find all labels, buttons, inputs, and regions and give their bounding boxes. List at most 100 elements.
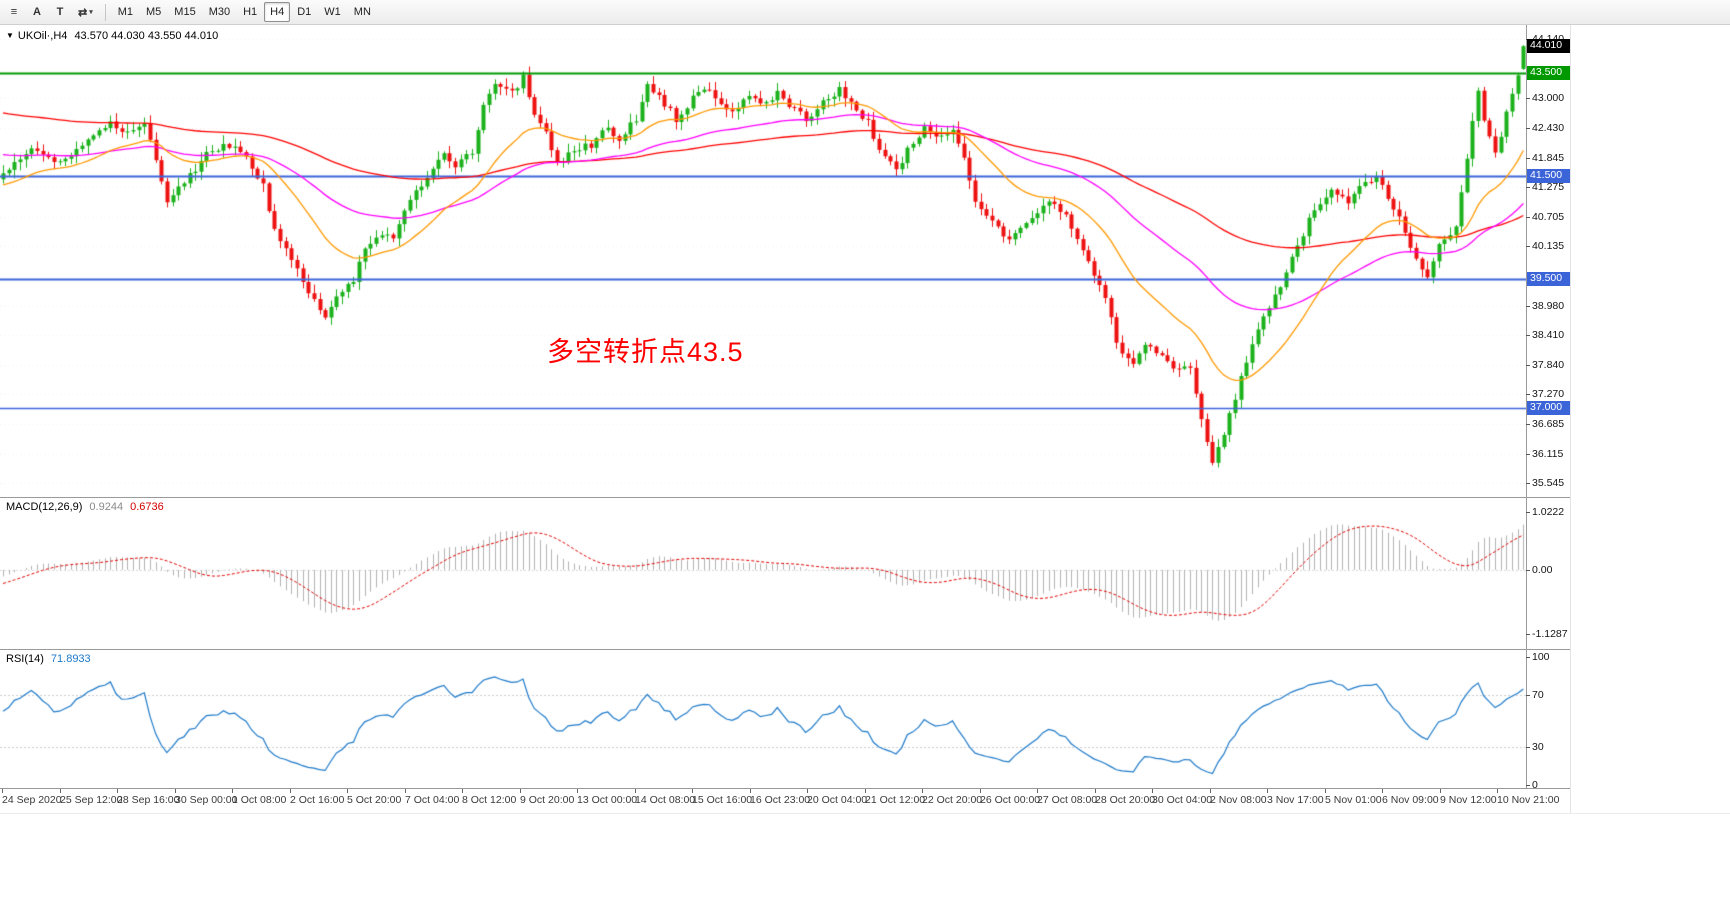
price-level-badge: 41.500 bbox=[1527, 168, 1570, 183]
time-axis-label: 2 Oct 16:00 bbox=[290, 794, 345, 806]
time-axis-label: 2 Nov 08:00 bbox=[1210, 794, 1267, 806]
macd-panel-canvas[interactable] bbox=[0, 497, 1526, 649]
time-axis-tick bbox=[347, 789, 348, 793]
time-axis-tick bbox=[1152, 789, 1153, 793]
macd-label: MACD(12,26,9) 0.9244 0.6736 bbox=[6, 501, 164, 513]
timeframe-d1[interactable]: D1 bbox=[297, 6, 312, 18]
timeframe-mn[interactable]: MN bbox=[353, 6, 371, 18]
time-axis-label: 30 Oct 04:00 bbox=[1152, 794, 1213, 806]
text-tool-button[interactable]: T bbox=[56, 6, 64, 18]
time-axis-tick bbox=[405, 789, 406, 793]
price-axis-label: 37.840 bbox=[1525, 358, 1565, 371]
price-axis-label: 35.545 bbox=[1525, 477, 1565, 490]
time-axis-tick bbox=[290, 789, 291, 793]
time-axis-label: 7 Oct 04:00 bbox=[405, 794, 460, 806]
price-axis-label: 36.685 bbox=[1525, 418, 1565, 431]
time-axis-label: 14 Oct 08:00 bbox=[635, 794, 696, 806]
main-chart-canvas[interactable] bbox=[0, 25, 1526, 497]
timeframe-m1[interactable]: M1 bbox=[117, 6, 134, 18]
time-axis-tick bbox=[1325, 789, 1326, 793]
time-axis-tick bbox=[807, 789, 808, 793]
price-level-badge: 39.500 bbox=[1527, 272, 1570, 287]
macd-axis-label: 0.00 bbox=[1525, 563, 1553, 576]
time-axis-tick bbox=[2, 789, 3, 793]
toolbar: ≡ A T ⇄ ▾ M1 M5 M15 M30 H1 H4 D1 W1 MN bbox=[0, 0, 1730, 25]
tool-icon-group: ≡ A T ⇄ ▾ bbox=[3, 2, 99, 22]
price-axis-label: 38.410 bbox=[1525, 329, 1565, 342]
time-axis-tick bbox=[980, 789, 981, 793]
rsi-panel-canvas[interactable] bbox=[0, 649, 1526, 788]
time-axis-label: 10 Nov 21:00 bbox=[1497, 794, 1560, 806]
annotation-text[interactable]: 多空转折点43.5 bbox=[547, 337, 744, 367]
price-axis-label: 36.115 bbox=[1525, 447, 1564, 460]
rsi-axis-label: 100 bbox=[1526, 651, 1550, 663]
time-axis-tick bbox=[577, 789, 578, 793]
price-axis-label: 41.275 bbox=[1525, 181, 1565, 194]
timeframe-m15[interactable]: M15 bbox=[174, 6, 196, 18]
time-axis[interactable]: 24 Sep 2020 25 Sep 12:00 28 Sep 16:00 30 Se… bbox=[0, 788, 1570, 813]
time-axis-tick bbox=[175, 789, 176, 793]
time-axis-label: 22 Oct 20:00 bbox=[922, 794, 983, 806]
rsi-panel-separator[interactable] bbox=[0, 649, 1570, 650]
rsi-axis-label: 30 bbox=[1526, 740, 1544, 753]
time-axis-tick bbox=[635, 789, 636, 793]
macd-signal-value: 0.6736 bbox=[130, 501, 164, 513]
chart-ohlc-values: 43.570 44.030 43.550 44.010 bbox=[74, 30, 219, 42]
timeframe-w1[interactable]: W1 bbox=[324, 6, 341, 18]
time-axis-tick bbox=[462, 789, 463, 793]
time-axis-tick bbox=[1440, 789, 1441, 793]
timeframe-h4[interactable]: H4 bbox=[264, 2, 291, 22]
time-axis-tick bbox=[1267, 789, 1268, 793]
time-axis-label: 24 Sep 2020 bbox=[2, 794, 62, 806]
time-axis-label: 26 Oct 00:00 bbox=[980, 794, 1041, 806]
time-axis-label: 1 Oct 08:00 bbox=[232, 794, 287, 806]
rsi-axis-label: 0 bbox=[1526, 779, 1538, 791]
timeframe-group: M1 M5 M15 M30 H1 H4 D1 W1 MN bbox=[112, 2, 377, 22]
time-axis-label: 5 Oct 20:00 bbox=[347, 794, 402, 806]
macd-panel-separator[interactable] bbox=[0, 497, 1570, 498]
time-axis-label: 9 Oct 20:00 bbox=[520, 794, 575, 806]
price-axis-label: 38.980 bbox=[1525, 299, 1565, 312]
time-axis-tick bbox=[692, 789, 693, 793]
time-axis-tick bbox=[1037, 789, 1038, 793]
time-axis-tick bbox=[750, 789, 751, 793]
rsi-value: 71.8933 bbox=[50, 653, 91, 665]
time-axis-tick bbox=[520, 789, 521, 793]
cursor-tool-button[interactable]: A bbox=[33, 6, 41, 18]
chart-list-icon[interactable]: ≡ bbox=[10, 6, 18, 18]
timeframe-h1[interactable]: H1 bbox=[243, 6, 258, 18]
time-axis-tick bbox=[117, 789, 118, 793]
time-axis-label: 28 Oct 20:00 bbox=[1095, 794, 1156, 806]
time-axis-label: 16 Oct 23:00 bbox=[750, 794, 811, 806]
price-axis-separator bbox=[1526, 25, 1527, 789]
rsi-name: RSI(14) bbox=[6, 653, 44, 665]
timeframe-m5[interactable]: M5 bbox=[146, 6, 162, 18]
price-axis-label: 40.135 bbox=[1525, 240, 1565, 253]
price-axis-label: 42.430 bbox=[1525, 121, 1565, 134]
time-axis-tick bbox=[1210, 789, 1211, 793]
price-level-badge: 43.500 bbox=[1527, 65, 1570, 80]
timeframe-m30[interactable]: M30 bbox=[208, 6, 231, 18]
time-axis-label: 9 Nov 12:00 bbox=[1440, 794, 1497, 806]
arrows-tool-button[interactable]: ⇄ ▾ bbox=[78, 6, 93, 19]
chart-dropdown-icon[interactable]: ▼ bbox=[6, 31, 14, 40]
price-axis-label: 37.270 bbox=[1525, 388, 1565, 401]
time-axis-label: 30 Sep 00:00 bbox=[175, 794, 238, 806]
time-axis-label: 3 Nov 17:00 bbox=[1267, 794, 1324, 806]
time-axis-tick bbox=[1095, 789, 1096, 793]
dropdown-caret-icon: ▾ bbox=[89, 9, 93, 16]
time-axis-tick bbox=[865, 789, 866, 793]
macd-axis-label: -1.1287 bbox=[1526, 627, 1568, 640]
time-axis-label: 20 Oct 04:00 bbox=[807, 794, 868, 806]
chart-title: ▼ UKOil·,H4 43.570 44.030 43.550 44.010 bbox=[6, 30, 218, 42]
time-axis-tick bbox=[1497, 789, 1498, 793]
price-level-badge: 37.000 bbox=[1527, 401, 1570, 416]
time-axis-label: 27 Oct 08:00 bbox=[1037, 794, 1098, 806]
price-level-badge: 44.010 bbox=[1527, 39, 1570, 54]
time-axis-tick bbox=[60, 789, 61, 793]
toolbar-separator bbox=[104, 3, 106, 21]
time-axis-label: 25 Sep 12:00 bbox=[60, 794, 123, 806]
price-axis-label: 40.705 bbox=[1525, 210, 1565, 223]
time-axis-label: 28 Sep 16:00 bbox=[117, 794, 180, 806]
